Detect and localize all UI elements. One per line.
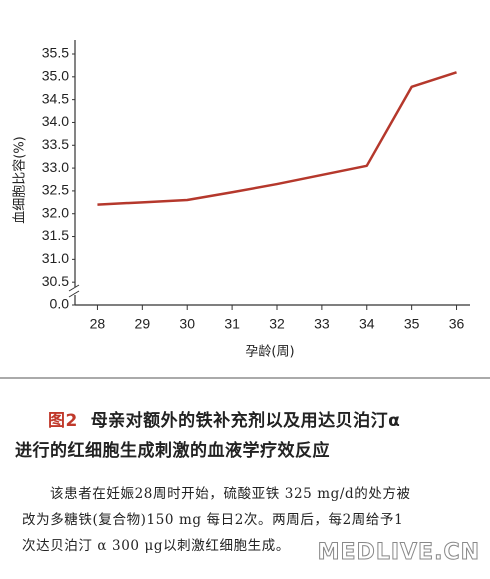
axis-break-gap <box>69 287 81 295</box>
y-tick-label: 35.0 <box>42 68 69 84</box>
caption-line: 图2 母亲对额外的铁补充剂以及用达贝泊汀α <box>48 406 400 431</box>
y-tick-label: 31.0 <box>42 250 69 266</box>
y-tick-label: 32.0 <box>42 204 69 220</box>
x-tick-label: 31 <box>224 316 240 332</box>
x-tick-label: 30 <box>179 316 195 332</box>
x-tick-label: 34 <box>359 316 375 332</box>
y-tick-label: 35.5 <box>42 45 69 61</box>
x-tick-label: 29 <box>135 316 151 332</box>
axis-break <box>68 290 80 298</box>
x-tick-label: 28 <box>90 316 106 332</box>
data-line <box>97 71 457 206</box>
x-axis-label: 孕龄(周) <box>245 345 294 360</box>
x-tick-label: 35 <box>404 316 420 332</box>
y-axis-label: 血细胞比容(%) <box>12 136 28 224</box>
caption-body: 改为多糖铁(复合物)150 mg 每日2次。两周后，每2周给予1 <box>22 512 404 528</box>
y-tick-label: 34.0 <box>42 113 69 129</box>
caption-title: 母亲对额外的铁补充剂以及用达贝泊汀α <box>90 411 401 431</box>
watermark: MEDLIVE.CN <box>317 540 480 566</box>
caption-title: 进行的红细胞生成刺激的血液学疗效反应 <box>15 441 330 461</box>
y-tick-label: 30.5 <box>42 273 69 289</box>
y-tick-label: 33.5 <box>42 136 69 152</box>
y-tick-label: 32.5 <box>42 182 69 198</box>
caption-body: 该患者在妊娠28周时开始，硫酸亚铁 325 mg/d的处方被 <box>50 486 411 502</box>
x-tick-label: 32 <box>269 316 285 332</box>
y-tick-label: 0.0 <box>50 296 70 312</box>
y-tick-label: 31.5 <box>42 227 69 243</box>
y-tick-label: 34.5 <box>42 90 69 106</box>
x-tick-label: 33 <box>314 316 330 332</box>
caption-label: 图2 <box>48 411 78 431</box>
x-tick-label: 36 <box>449 316 465 332</box>
caption-body: 次达贝泊汀 α 300 μg以刺激红细胞生成。 <box>22 538 290 554</box>
chart: 血细胞比容(%) 孕龄(周) 0.0 30.5 31.0 31.5 32.0 32.5 33… <box>0 40 490 379</box>
axis-break <box>68 284 80 292</box>
y-tick-label: 33.0 <box>42 159 69 175</box>
